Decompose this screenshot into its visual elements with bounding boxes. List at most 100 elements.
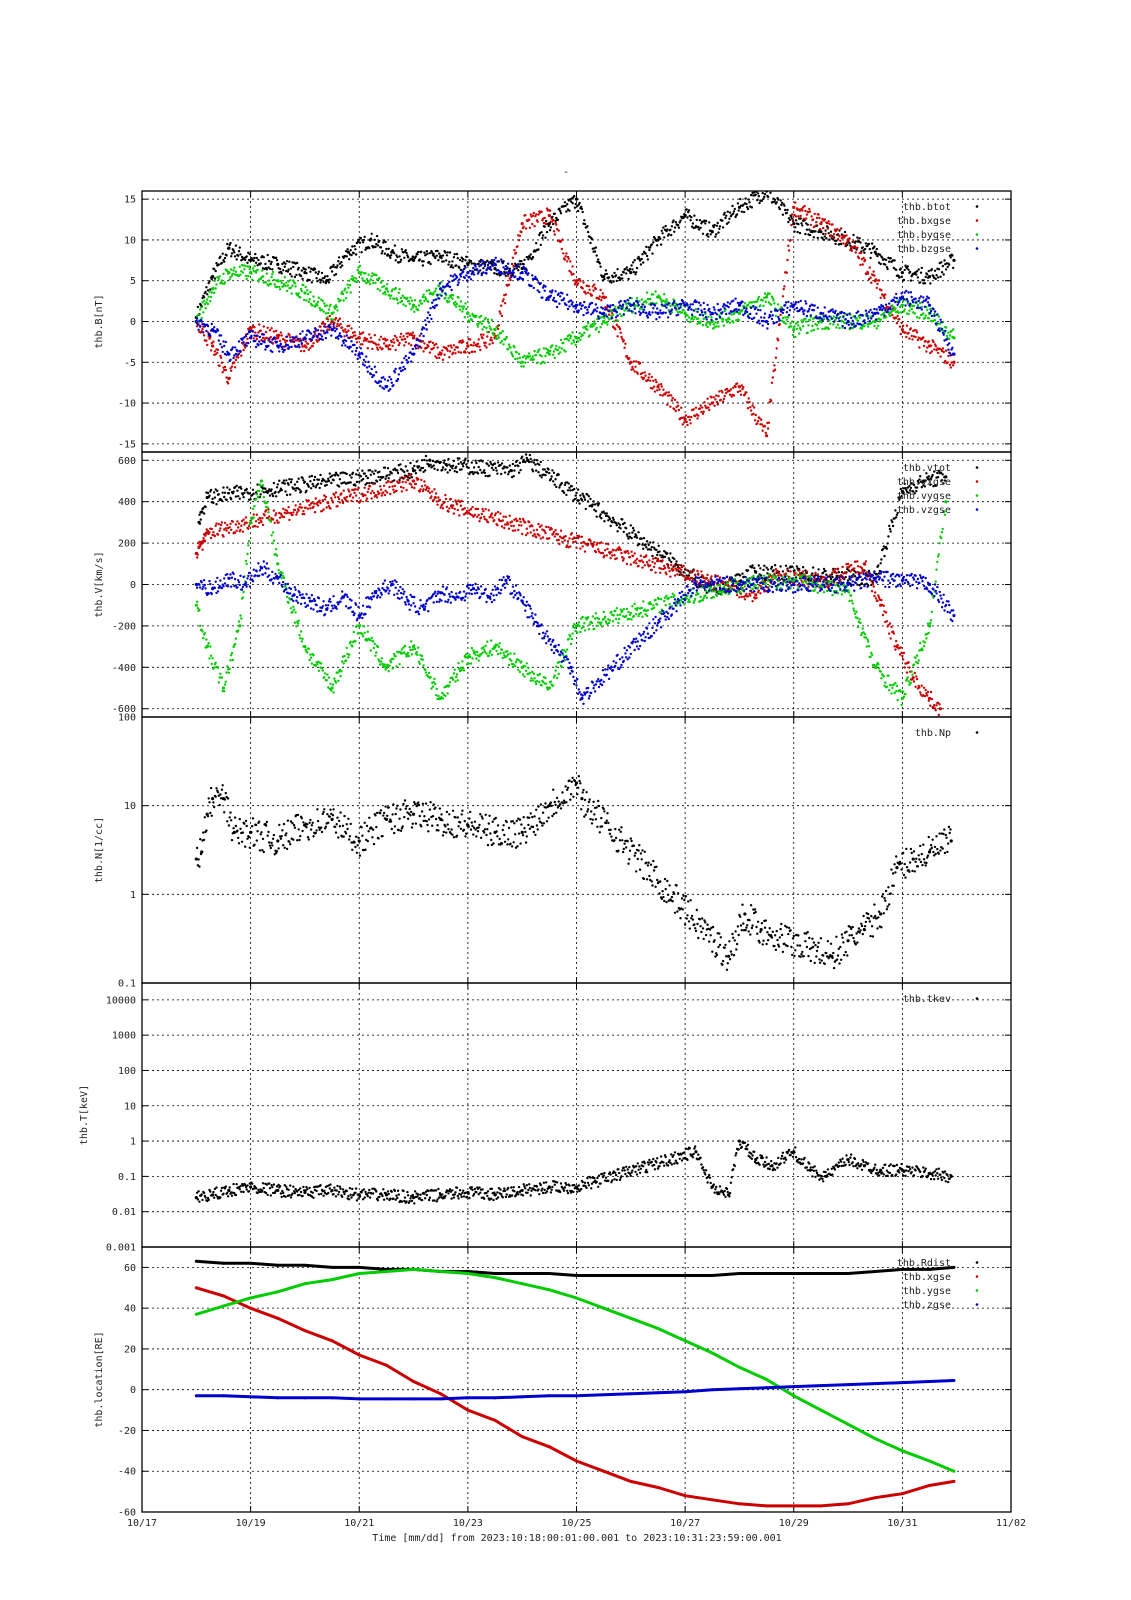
data-point [782,308,785,311]
data-point [289,339,293,342]
data-point [268,337,271,340]
data-point [301,345,304,348]
data-point [794,302,797,306]
data-point [200,316,203,320]
data-point [804,300,807,303]
data-point [351,471,355,474]
data-point [326,316,329,319]
data-point [780,319,784,322]
data-point [438,284,441,288]
data-point [306,292,310,296]
data-point [362,238,366,242]
data-point [418,258,421,261]
data-point [848,242,851,245]
data-point [488,474,491,477]
data-point [660,229,663,232]
data-point [394,367,397,371]
data-point [778,319,781,322]
data-point [271,270,275,274]
data-point [414,255,418,258]
data-point [876,282,879,286]
data-point [645,291,649,294]
data-point [201,301,204,304]
data-point [548,471,551,475]
data-point [444,296,447,299]
data-point [677,226,681,229]
data-point [251,488,255,491]
data-point [323,325,326,328]
data-point [486,263,490,267]
data-point [386,253,390,256]
data-point [586,321,590,325]
data-point [776,309,779,313]
data-point [429,262,432,266]
data-point [571,331,574,334]
data-point [657,383,660,386]
data-point [409,351,412,354]
data-point [902,492,905,495]
data-point [723,394,726,398]
data-point [267,490,270,493]
data-point [612,280,615,283]
data-point [465,279,469,282]
data-point [389,294,393,297]
data-point [368,246,371,250]
data-point [674,307,677,310]
data-point [318,306,321,310]
data-point [760,574,763,577]
data-point [626,298,629,302]
data-point [447,457,450,461]
y-axis-label: thb.B[nT] [94,294,105,348]
data-point [461,310,464,313]
data-point [718,225,722,228]
data-point [411,258,416,262]
data-point [930,268,934,271]
data-point [382,239,386,242]
data-point [717,231,720,234]
data-point [477,465,480,469]
data-point [349,345,352,349]
data-point [819,230,823,234]
data-point [426,252,429,255]
data-point [455,276,459,279]
data-point [898,498,901,501]
data-point [466,344,470,348]
data-point [209,300,212,303]
data-point [511,462,515,466]
data-point [632,360,636,363]
data-point [256,264,259,267]
data-point [244,335,248,338]
data-point [429,463,432,466]
data-point [371,470,374,473]
data-point [286,270,290,273]
data-point [792,205,796,209]
data-point [296,480,299,483]
data-point [550,291,553,294]
data-point [314,328,317,331]
data-point [741,387,744,391]
data-point [259,262,262,265]
data-point [484,341,487,344]
data-point [368,482,371,485]
data-point [730,313,733,316]
data-point [919,301,922,305]
data-point [265,336,269,340]
data-point [507,262,510,265]
data-point [198,513,201,516]
data-point [576,340,580,343]
data-point [345,255,348,258]
data-point [791,333,795,337]
data-point [790,302,793,305]
data-point [581,334,584,337]
data-point [511,355,515,358]
data-point [868,266,871,269]
data-point [793,325,796,328]
data-point [234,270,238,273]
data-point [864,242,868,245]
data-point [948,342,951,345]
data-point [489,265,492,269]
data-point [580,307,583,310]
data-point [398,342,401,345]
data-point [530,460,533,463]
data-point [472,266,475,270]
